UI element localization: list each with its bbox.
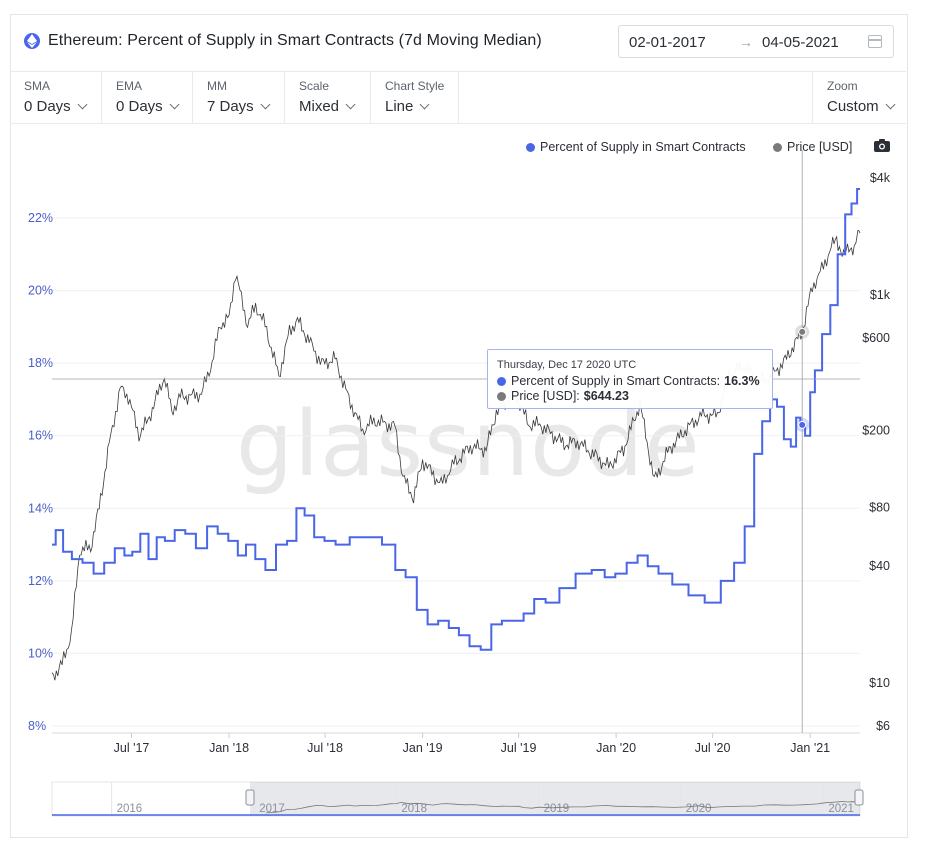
- tooltip-value: $644.23: [583, 389, 629, 403]
- y-right-tick-label: $4k: [870, 171, 891, 185]
- y-right-tick-label: $40: [869, 559, 890, 573]
- tooltip-label: Percent of Supply in Smart Contracts:: [511, 374, 721, 388]
- navigator-handle[interactable]: [854, 789, 864, 806]
- y-left-tick-label: 20%: [28, 284, 53, 298]
- zoom-label: Zoom: [827, 79, 858, 93]
- x-tick-label: Jul '19: [501, 741, 537, 755]
- ema-select[interactable]: EMA 0 Days: [102, 72, 193, 124]
- camera-icon[interactable]: [874, 139, 890, 157]
- scale-label: Scale: [299, 79, 330, 93]
- tooltip-value: 16.3%: [724, 374, 760, 388]
- y-right-tick-label: $600: [862, 331, 890, 345]
- navigator-frame: [51, 781, 861, 817]
- y-left-tick-label: 8%: [28, 719, 46, 733]
- mm-value: 7 Days: [207, 98, 254, 115]
- legend-dot: [773, 142, 782, 152]
- ema-label: EMA: [116, 79, 143, 93]
- navigator-price-line: [266, 801, 861, 814]
- page-title: Ethereum: Percent of Supply in Smart Con…: [48, 32, 542, 49]
- ethereum-icon: [24, 33, 40, 49]
- tooltip-row-price: Price [USD]: $644.23: [497, 389, 629, 403]
- legend-label-supply: Percent of Supply in Smart Contracts: [540, 140, 746, 154]
- ema-value: 0 Days: [116, 98, 163, 115]
- x-tick-label: Jan '18: [209, 741, 249, 755]
- tooltip-date: Thursday, Dec 17 2020 UTC: [497, 359, 637, 371]
- chart-style-select[interactable]: Chart Style Line: [371, 72, 459, 124]
- legend-label-price: Price [USD]: [787, 140, 853, 154]
- navigator-year-label: 2017: [259, 803, 285, 815]
- y-left-tick-label: 16%: [28, 429, 53, 443]
- chart-toolbar: SMA 0 Days EMA 0 Days MM 7 Days Scale Mi…: [10, 71, 906, 124]
- date-start[interactable]: 02-01-2017: [629, 34, 706, 51]
- date-end[interactable]: 04-05-2021: [762, 34, 839, 51]
- legend-dot: [526, 142, 535, 152]
- y-left-tick-label: 14%: [28, 501, 53, 515]
- scale-select[interactable]: Scale Mixed: [285, 72, 371, 124]
- y-left-tick-label: 12%: [28, 574, 53, 588]
- navigator-year-label: 2020: [686, 803, 712, 815]
- sma-label: SMA: [24, 79, 51, 93]
- y-right-tick-label: $80: [869, 501, 890, 515]
- hover-point-supply: [798, 420, 807, 429]
- y-right-tick-label: $1k: [870, 288, 891, 302]
- y-right-tick-label: $200: [862, 423, 890, 437]
- tooltip: Thursday, Dec 17 2020 UTC Percent of Sup…: [487, 349, 773, 409]
- scale-value: Mixed: [299, 98, 340, 115]
- legend-item-price[interactable]: Price [USD]: [773, 140, 852, 154]
- tooltip-label: Price [USD]:: [511, 389, 580, 403]
- navigator-handle[interactable]: [245, 789, 255, 806]
- chart-header: Ethereum: Percent of Supply in Smart Con…: [10, 14, 906, 71]
- tooltip-row-supply: Percent of Supply in Smart Contracts: 16…: [497, 374, 760, 388]
- navigator-selection: [250, 782, 860, 816]
- y-left-tick-label: 10%: [28, 646, 53, 660]
- zoom-value: Custom: [827, 98, 879, 115]
- x-tick-label: Jan '19: [403, 741, 443, 755]
- x-tick-label: Jul '17: [114, 741, 150, 755]
- navigator-year-label: 2019: [544, 803, 570, 815]
- y-right-tick-label: $10: [869, 676, 890, 690]
- navigator-year-label: 2016: [117, 803, 143, 815]
- mm-label: MM: [207, 79, 227, 93]
- chart-style-label: Chart Style: [385, 79, 445, 93]
- sma-select[interactable]: SMA 0 Days: [10, 72, 102, 124]
- arrow-right-icon: →: [739, 34, 753, 50]
- sma-value: 0 Days: [24, 98, 71, 115]
- legend-item-supply[interactable]: Percent of Supply in Smart Contracts: [526, 140, 746, 154]
- date-range-picker[interactable]: 02-01-2017 → 04-05-2021: [618, 25, 894, 58]
- x-tick-label: Jan '20: [596, 741, 636, 755]
- navigator-year-label: 2018: [401, 803, 427, 815]
- chart-style-value: Line: [385, 98, 414, 115]
- x-tick-label: Jul '20: [695, 741, 731, 755]
- zoom-select[interactable]: Zoom Custom: [812, 72, 906, 124]
- tooltip-dot: [497, 391, 506, 401]
- chart-card: [10, 14, 908, 838]
- mm-select[interactable]: MM 7 Days: [193, 72, 285, 124]
- supply-series-line: [52, 188, 860, 651]
- x-tick-label: Jul '18: [307, 741, 343, 755]
- y-left-tick-label: 18%: [28, 356, 53, 370]
- calendar-icon[interactable]: [868, 35, 882, 48]
- watermark: glassnode: [236, 392, 701, 497]
- navigator-year-label: 2021: [828, 803, 854, 815]
- y-right-tick-label: $6: [876, 719, 890, 733]
- tooltip-dot: [497, 376, 506, 386]
- price-series-line: [51, 229, 861, 681]
- hover-point-price: [798, 327, 807, 336]
- x-tick-label: Jan '21: [790, 741, 830, 755]
- y-left-tick-label: 22%: [28, 211, 53, 225]
